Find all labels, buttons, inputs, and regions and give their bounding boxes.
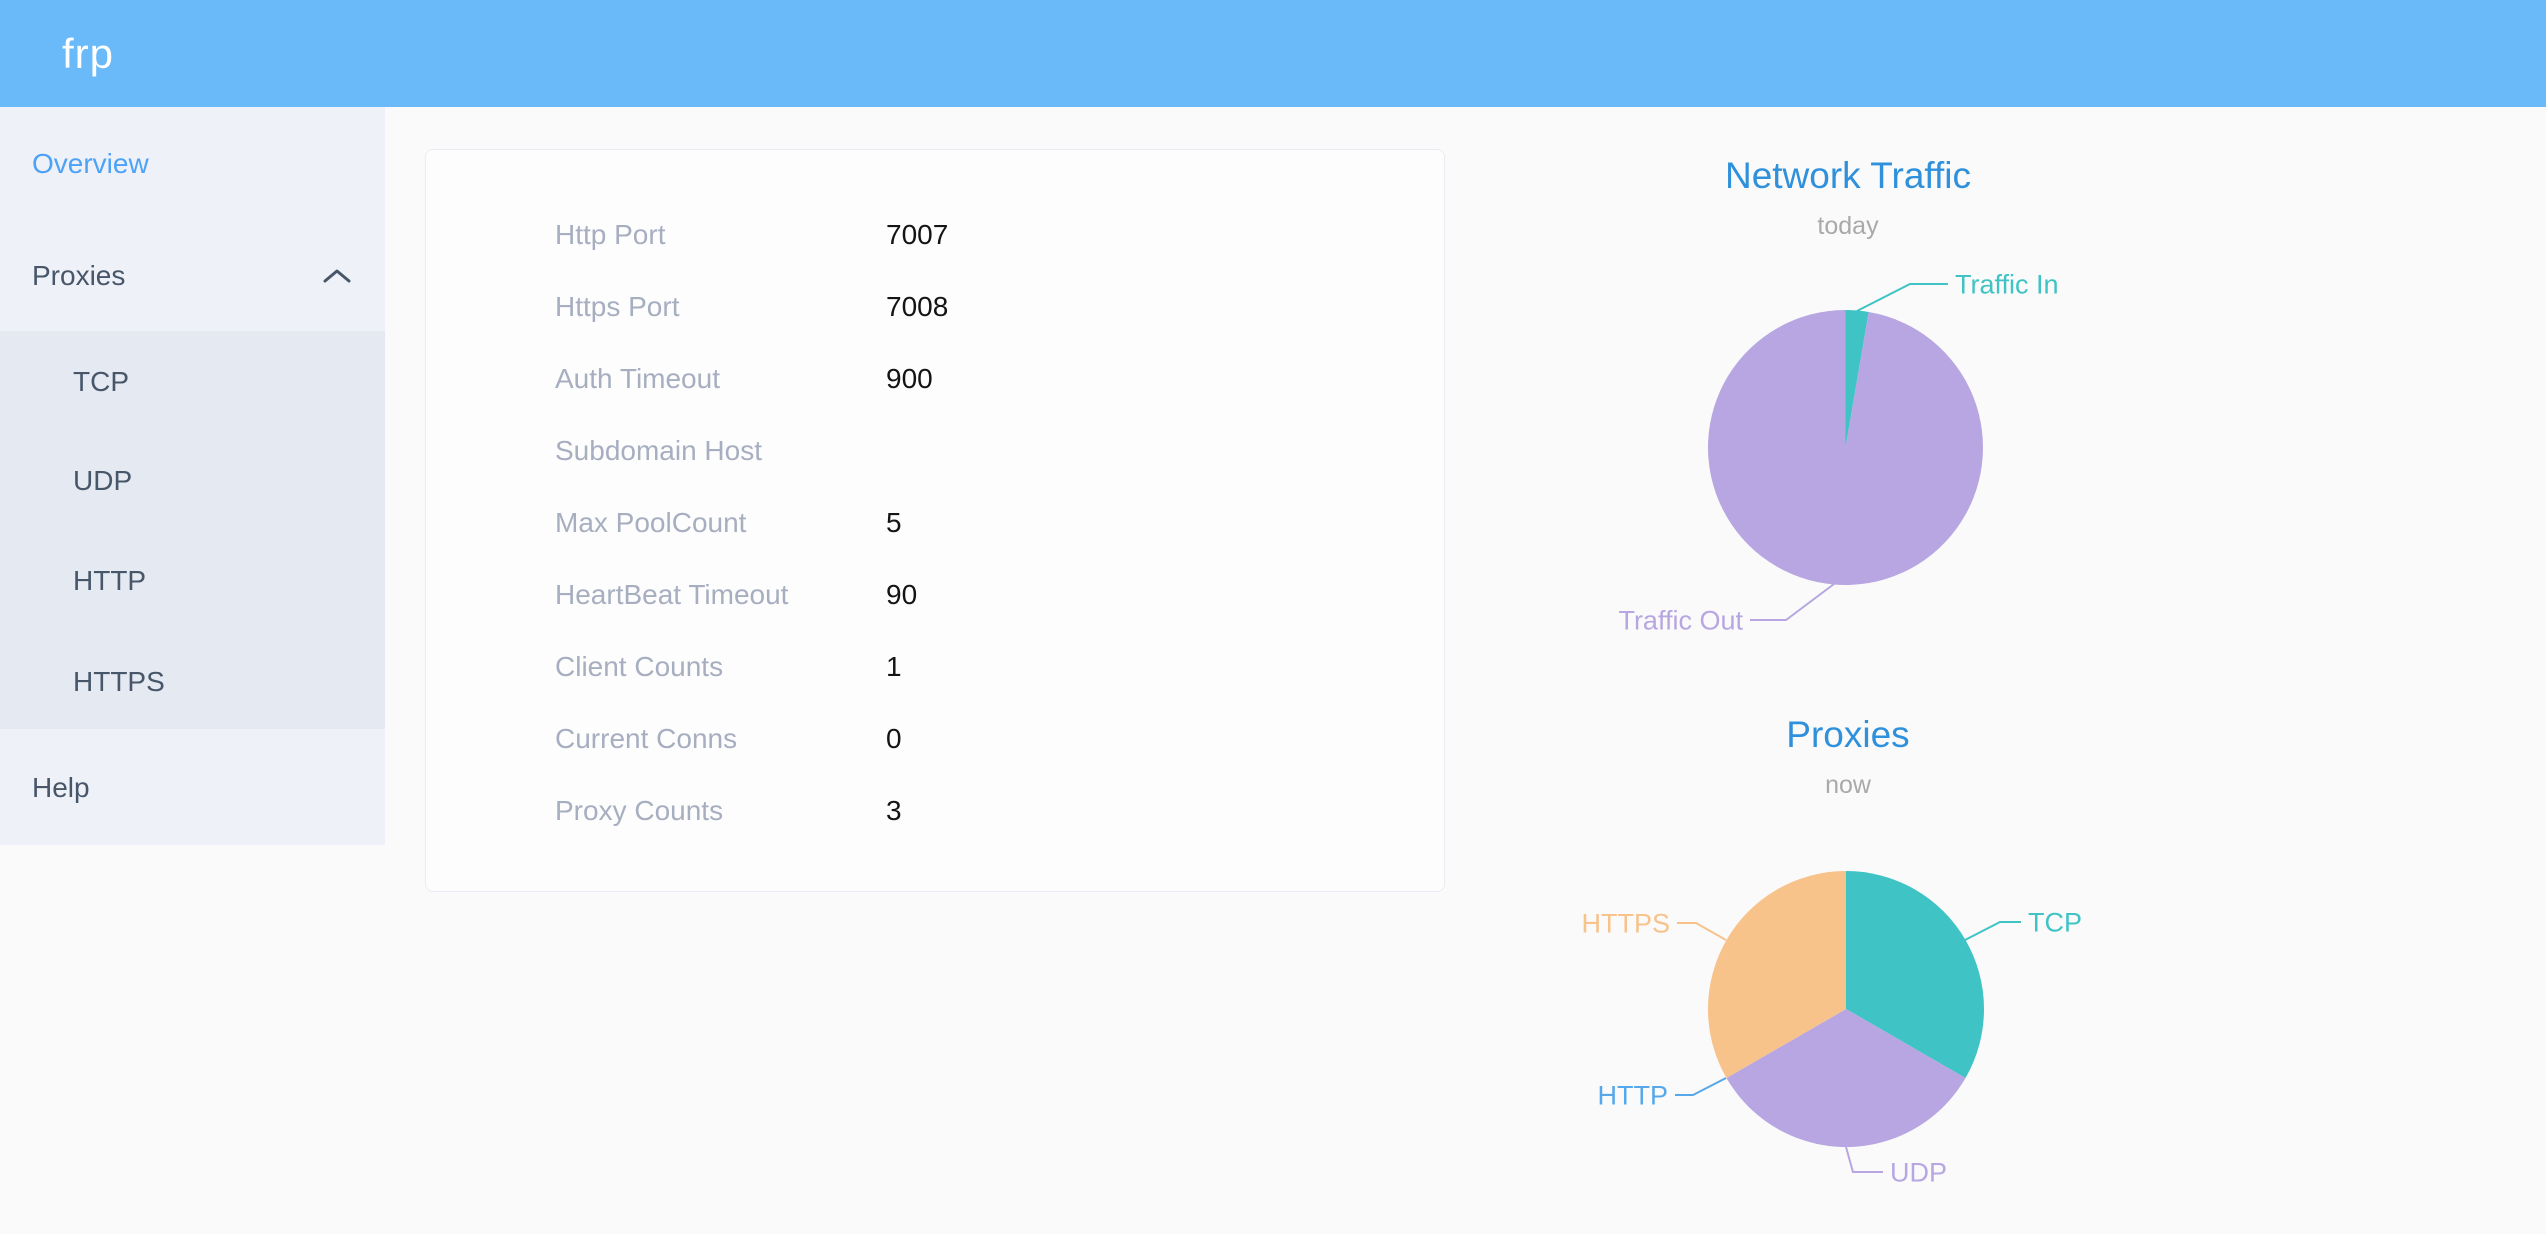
info-value: 0 xyxy=(886,723,902,754)
pie-slice-tcp xyxy=(1846,871,1984,1078)
info-row: Http Port 7007 xyxy=(426,199,1444,271)
info-label: Proxy Counts xyxy=(555,795,724,826)
info-value: 3 xyxy=(886,795,902,826)
sidebar-item-udp[interactable]: UDP xyxy=(73,465,133,496)
pie-slice-traffic-in xyxy=(1845,310,1869,448)
proxies-subtitle: now xyxy=(1825,771,1871,799)
pie-label: HTTP xyxy=(1598,1080,1669,1110)
pie-label-line xyxy=(1675,1077,1727,1096)
network-traffic-subtitle: today xyxy=(1817,212,1879,240)
sidebar-item-help[interactable]: Help xyxy=(32,772,90,803)
info-label: Max PoolCount xyxy=(555,507,747,538)
info-value: 900 xyxy=(886,363,933,394)
server-info-card: Http Port 7007 Https Port 7008 Auth Timeout 9… xyxy=(425,149,1445,892)
info-label: Client Counts xyxy=(555,651,724,682)
sidebar-item-tcp[interactable]: TCP xyxy=(73,366,129,397)
info-row: Subdomain Host xyxy=(426,415,1444,487)
info-value: 90 xyxy=(886,579,918,610)
info-value: 7008 xyxy=(886,291,949,322)
info-row: Current Conns 0 xyxy=(426,703,1444,775)
pie-slice-traffic-out xyxy=(1708,310,1983,585)
info-value: 5 xyxy=(886,507,902,538)
info-label: HeartBeat Timeout xyxy=(555,579,789,610)
proxies-submenu xyxy=(0,331,385,729)
pie-label-line xyxy=(1964,921,2021,941)
pie-label-line xyxy=(1856,283,1948,312)
pie-label-line xyxy=(1845,1146,1883,1173)
pie-label: HTTPS xyxy=(1581,908,1670,938)
pie-slice-https xyxy=(1708,871,1846,1078)
sidebar-item-overview[interactable]: Overview xyxy=(32,148,149,179)
info-row: Auth Timeout 900 xyxy=(426,343,1444,415)
info-row: Client Counts 1 xyxy=(426,631,1444,703)
info-value: 7007 xyxy=(886,219,949,250)
info-label: Http Port xyxy=(555,219,666,250)
pie-label-line xyxy=(1677,922,1727,941)
pie-label: TCP xyxy=(2028,907,2082,937)
sidebar-item-proxies[interactable]: Proxies xyxy=(0,247,385,305)
network-traffic-title: Network Traffic xyxy=(1724,155,1972,196)
pie-label: Traffic In xyxy=(1955,269,2059,299)
chevron-up-icon xyxy=(323,269,351,283)
pie-label: Traffic Out xyxy=(1618,605,1743,635)
sidebar-item-label: Proxies xyxy=(32,260,126,291)
sidebar-item-https[interactable]: HTTPS xyxy=(73,666,165,697)
proxies-pie: TCP UDP HTTP HTTPS xyxy=(1581,871,2082,1187)
pie-label: UDP xyxy=(1890,1157,1947,1187)
info-label: Https Port xyxy=(555,291,680,322)
app-logo: frp xyxy=(62,30,115,77)
info-row: HeartBeat Timeout 90 xyxy=(426,559,1444,631)
network-traffic-pie: Traffic In Traffic Out xyxy=(1618,269,2059,635)
info-row: Proxy Counts 3 xyxy=(426,775,1444,847)
proxies-title: Proxies xyxy=(1786,714,1910,755)
info-row: Https Port 7008 xyxy=(426,271,1444,343)
info-label: Current Conns xyxy=(555,723,738,754)
info-row: Max PoolCount 5 xyxy=(426,487,1444,559)
info-value: 1 xyxy=(886,651,902,682)
info-label: Auth Timeout xyxy=(555,363,720,394)
sidebar: Overview Proxies TCP UDP HTTP HTTPS Help xyxy=(0,107,385,845)
pie-slice-udp xyxy=(1726,1009,1966,1147)
pie-label-line xyxy=(1750,583,1835,621)
sidebar-item-http[interactable]: HTTP xyxy=(73,565,147,596)
info-label: Subdomain Host xyxy=(555,435,763,466)
app-header: frp xyxy=(0,0,2546,107)
